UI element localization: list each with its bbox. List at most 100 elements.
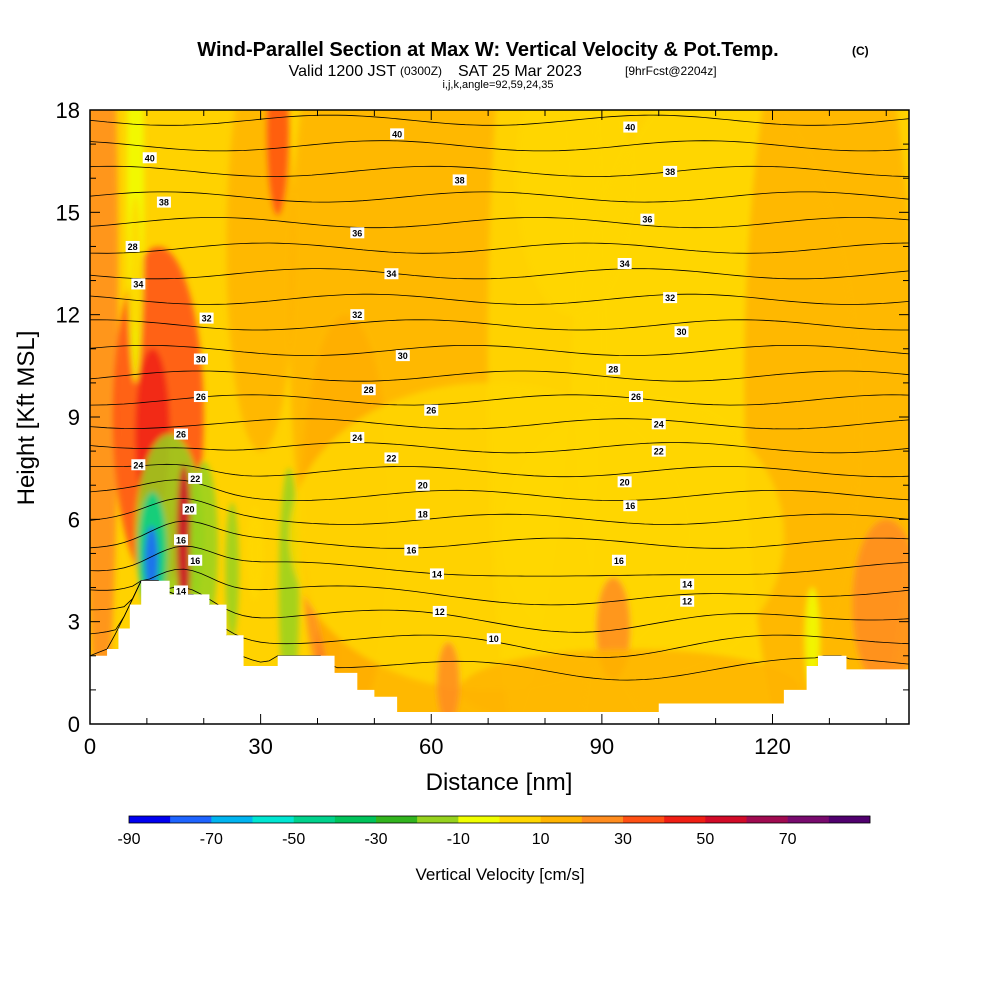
contour-label-text: 22 [654, 447, 664, 457]
contour-label-bg [415, 479, 430, 491]
colorbar-label: Vertical Velocity [cm/s] [415, 865, 584, 884]
contour-label-text: 40 [625, 123, 635, 133]
contour-label-bg [199, 312, 214, 324]
contour-label: 40 [142, 152, 157, 164]
theta-contour [90, 319, 909, 331]
colorbar-swatch [623, 816, 665, 823]
contour-label-text: 36 [642, 215, 652, 225]
colorbar-tick-labels: -90 -70 -50 -30 -10 10 30 50 70 [117, 831, 796, 848]
contour-label-bg [611, 554, 626, 566]
contour-label-bg [182, 503, 197, 515]
contour-label-bg [629, 391, 643, 403]
colorbar-swatch [252, 816, 294, 823]
contour-label-text: 28 [128, 242, 138, 252]
velocity-cell [436, 642, 460, 724]
contour-label-text: 10 [489, 634, 499, 644]
contour-label-bg [623, 500, 638, 512]
contour-label-text: 16 [406, 546, 416, 556]
contour-label-text: 18 [418, 510, 428, 520]
contour-label-bg [606, 363, 621, 375]
colorbar-tick-label: -10 [447, 831, 470, 848]
contour-label-bg [432, 605, 447, 617]
contour-label: 14 [174, 585, 188, 597]
theta-contour [90, 165, 909, 177]
valid-time-zulu: (0300Z) [400, 64, 442, 78]
contour-label-bg [651, 445, 666, 457]
colorbar-tick-label: 50 [696, 831, 714, 848]
contour-label: 26 [629, 391, 643, 403]
colorbar-tick-label: 70 [779, 831, 797, 848]
contour-labels: 40 40 40 38 38 38 36 36 28 34 34 34 32 32 32 30 30 30 28 28… [125, 121, 695, 645]
theta-contour [90, 268, 909, 280]
contour-label: 26 [424, 404, 439, 416]
contour-label-bg [131, 459, 146, 471]
contour-label-bg [395, 350, 410, 362]
y-tick-label: 15 [56, 200, 80, 225]
x-axis-label: Distance [nm] [426, 769, 573, 796]
x-tick-labels: 0 30 60 90 120 [84, 734, 791, 759]
contour-label-bg [415, 508, 430, 520]
contour-label-bg [188, 472, 203, 484]
contour-label: 32 [199, 312, 214, 324]
colorbar-swatch [458, 816, 500, 823]
velocity-cell [129, 195, 142, 332]
contour-label-bg [424, 404, 439, 416]
colorbar-tick-label: -30 [364, 831, 387, 848]
contour-label: 14 [429, 568, 444, 580]
theta-contour [90, 568, 909, 606]
theta-contour [90, 191, 909, 203]
colorbar-swatch [376, 816, 418, 823]
contour-label-text: 40 [392, 129, 402, 139]
colorbar-frame [128, 815, 871, 824]
contour-label-bg [663, 292, 678, 304]
theta-contour [90, 345, 909, 356]
theta-contour [90, 442, 909, 454]
colorbar-swatch [211, 816, 253, 823]
contour-label: 32 [663, 292, 678, 304]
contour-label-text: 12 [682, 597, 692, 607]
contour-label-text: 30 [398, 351, 408, 361]
contour-label-bg [174, 585, 188, 597]
velocity-cell [499, 399, 784, 673]
colorbar-tick-label: -50 [282, 831, 305, 848]
contour-label-bg [680, 595, 695, 607]
y-tick-label: 18 [56, 98, 80, 123]
contour-label: 28 [361, 384, 376, 396]
y-tick-label: 0 [68, 712, 80, 737]
contour-label: 38 [156, 196, 171, 208]
plot-area: 40 40 40 38 38 38 36 36 28 34 34 34 32 32 32 30 30 30 28 28… [90, 110, 909, 724]
contour-label-bg [404, 544, 419, 556]
contour-label: 12 [680, 595, 695, 607]
theta-contour [90, 463, 909, 478]
colorbar-tick-label: -70 [200, 831, 223, 848]
contour-label-text: 26 [176, 430, 186, 440]
colorbar-swatch [417, 816, 459, 823]
y-tick-label: 3 [68, 610, 80, 635]
section-indices: i,j,k,angle=92,59,24,35 [442, 79, 553, 91]
theta-contour [90, 140, 909, 152]
theta-contour [90, 217, 909, 229]
contour-label-text: 38 [455, 175, 465, 185]
contour-label-bg [452, 174, 467, 186]
theta-contour [90, 545, 909, 577]
copyright-mark: (C) [852, 44, 869, 58]
theta-contour [90, 293, 909, 305]
contour-label-bg [125, 240, 140, 252]
contour-label: 18 [415, 508, 430, 520]
velocity-cell [852, 519, 909, 690]
contour-label: 16 [188, 554, 203, 566]
contour-label: 22 [651, 445, 666, 457]
theta-contour [90, 242, 909, 254]
colorbar-swatch [334, 816, 377, 823]
velocity-cell [246, 505, 264, 602]
x-tick-label: 60 [419, 734, 443, 759]
contour-label-text: 16 [614, 556, 624, 566]
contour-label-text: 16 [176, 535, 186, 545]
contour-label: 22 [188, 472, 203, 484]
contour-label-bg [429, 568, 444, 580]
contour-label-text: 12 [435, 607, 445, 617]
colorbar [128, 815, 871, 824]
x-tick-label: 120 [754, 734, 791, 759]
terrain [90, 580, 909, 724]
velocity-cell [266, 110, 290, 216]
